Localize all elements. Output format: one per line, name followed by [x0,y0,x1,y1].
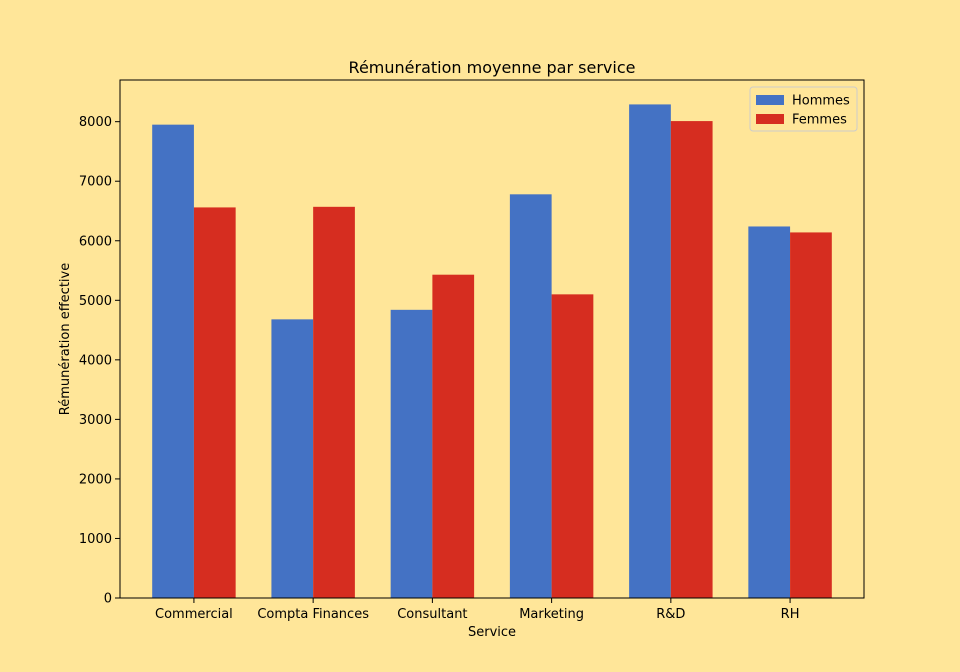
y-axis: 0 1000 2000 3000 4000 5000 6000 7000 8000 [79,115,120,607]
bar-femmes-0 [193,207,236,599]
x-tick-label-4: R&D [656,607,685,622]
x-tick-label-2: Consultant [397,607,467,622]
bar-hommes-1 [271,319,314,598]
y-tick-label-2: 2000 [79,472,112,487]
plot-frame [119,79,865,599]
bar-hommes-5 [748,226,791,598]
bar-femmes-3 [551,294,594,598]
y-tick-label-5: 5000 [79,294,112,309]
x-tick-label-0: Commercial [155,607,233,622]
x-tick-label-5: RH [781,607,800,622]
bar-femmes-4 [670,121,713,598]
y-tick-label-4: 4000 [79,353,112,368]
legend-swatch-hommes [756,95,784,105]
y-tick-label-1: 1000 [79,532,112,547]
bar-femmes-5 [790,232,832,599]
legend: Hommes Femmes [749,86,858,132]
x-axis: Commercial Compta Finances Consultant Marke… [155,598,799,622]
y-axis-title: Rémunération effective [58,263,73,415]
x-tick-label-1: Compta Finances [257,607,369,622]
y-tick-label-0: 0 [104,592,112,607]
y-tick-label-8: 8000 [79,115,112,130]
x-axis-title: Service [468,625,516,640]
bar-femmes-2 [432,274,475,598]
legend-label-hommes: Hommes [792,94,850,109]
bar-hommes-3 [509,194,552,598]
legend-swatch-femmes [756,114,784,124]
bar-hommes-0 [152,124,194,598]
y-tick-label-7: 7000 [79,175,112,190]
chart-title: Rémunération moyenne par service [349,58,636,77]
y-tick-label-3: 3000 [79,413,112,428]
x-tick-label-3: Marketing [519,607,584,622]
bar-hommes-4 [629,104,671,598]
legend-label-femmes: Femmes [792,113,847,128]
bar-femmes-1 [313,206,355,599]
y-tick-label-6: 6000 [79,234,112,249]
bar-hommes-2 [390,309,433,598]
bars-group [152,104,832,599]
